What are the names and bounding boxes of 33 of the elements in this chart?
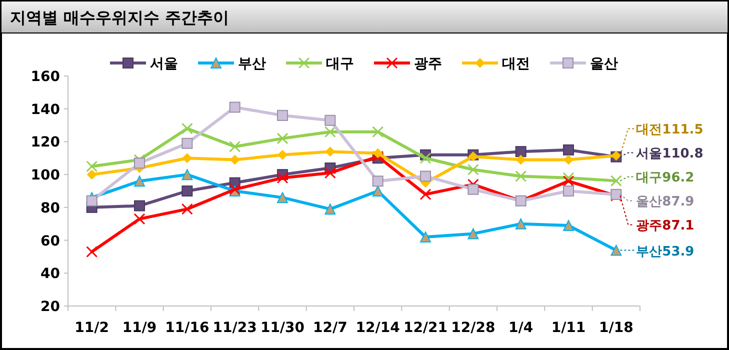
x-tick-label: 11/2	[74, 320, 110, 336]
legend-label: 대구	[326, 56, 354, 72]
x-tick-label: 1/4	[508, 320, 534, 336]
x-tick-label: 1/18	[598, 320, 634, 336]
y-tick-label: 60	[40, 233, 60, 250]
x-tick-label: 12/7	[312, 320, 348, 336]
x-tick-label: 11/23	[212, 320, 257, 336]
chart-title: 지역별 매수우위지수 주간추이	[10, 8, 230, 27]
x-tick-label: 11/16	[165, 320, 210, 336]
y-tick-label: 20	[40, 299, 60, 315]
y-tick-label: 100	[30, 168, 60, 184]
y-tick-label: 140	[30, 102, 60, 118]
y-tick-label: 40	[40, 266, 60, 282]
annotation: 대전111.5	[636, 122, 704, 138]
y-tick-label: 120	[30, 134, 60, 151]
annotation: 울산87.9	[636, 194, 694, 210]
annotation: 서울110.8	[636, 146, 704, 162]
legend-label: 광주	[414, 56, 442, 72]
x-tick-label: 12/28	[451, 320, 496, 336]
legend-label: 울산	[590, 56, 618, 72]
x-tick-label: 11/30	[260, 320, 305, 336]
legend-label: 서울	[150, 56, 178, 72]
y-tick-label: 160	[30, 69, 60, 85]
annotation: 부산53.9	[636, 244, 694, 260]
legend-label: 대전	[502, 56, 530, 72]
legend-label: 부산	[238, 56, 266, 72]
x-tick-label: 12/14	[356, 320, 400, 336]
x-tick-label: 11/9	[122, 320, 157, 336]
x-tick-label: 1/11	[551, 320, 586, 336]
annotation: 대구96.2	[636, 170, 694, 186]
annotation: 광주87.1	[636, 218, 694, 234]
x-tick-label: 12/21	[403, 320, 448, 336]
y-tick-label: 80	[40, 200, 60, 216]
